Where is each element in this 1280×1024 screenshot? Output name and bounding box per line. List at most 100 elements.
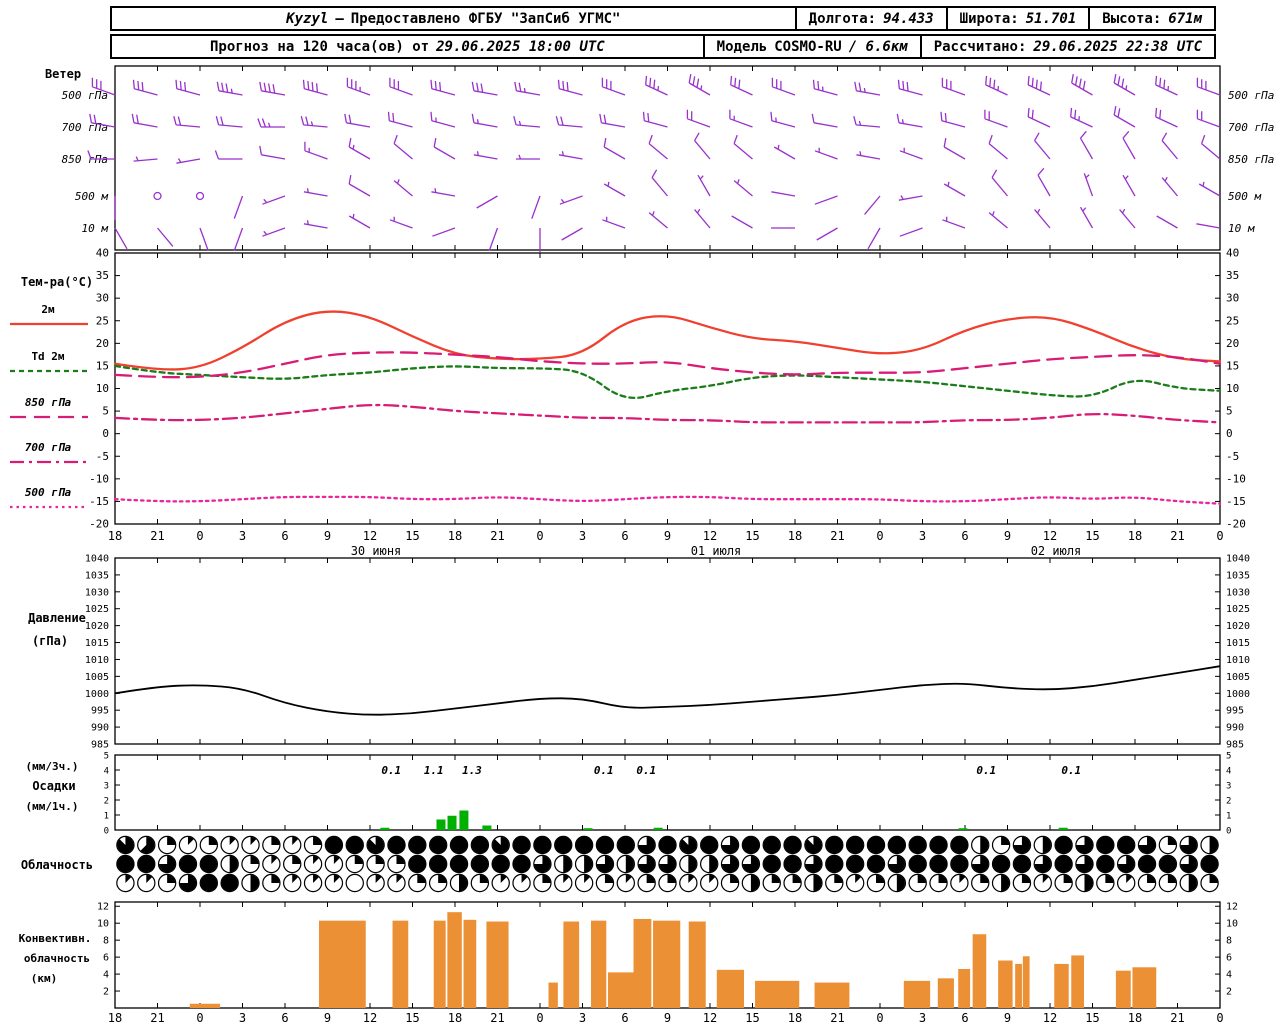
wind-barb: [603, 137, 626, 160]
wind-panel-title: Ветер: [45, 67, 81, 81]
wind-barb: [697, 174, 711, 197]
convective-bar: [998, 960, 1013, 1008]
cloud-cover-symbol: [699, 854, 719, 874]
convective-bar: [319, 920, 366, 1008]
wind-barb: [303, 188, 328, 197]
cloud-cover-symbol: [220, 854, 239, 874]
cloud-cover-symbol: [178, 835, 198, 855]
time-tick-label: 12: [363, 529, 377, 543]
cloud-cover-symbol: [491, 873, 510, 893]
temp-series-5: [113, 495, 1222, 505]
cloud-cover-symbol: [1116, 873, 1136, 893]
temp-legend-label: 850 гПа: [25, 396, 72, 409]
convective-bar: [716, 969, 744, 1008]
cloud-cover-symbol: [762, 854, 781, 874]
wind-barb: [899, 147, 923, 160]
wind-barb: [991, 169, 1008, 197]
wind-barb: [642, 111, 668, 128]
cloud-cover-symbol: [991, 835, 1011, 855]
wind-barb: [694, 132, 711, 160]
precip-panel: 5 5 4 4 3 3 2 2 1 1 0 0 (мм/3ч.) Осадки (мм/1ч.) 0.1 1.1…: [26, 752, 1232, 837]
cloud-cover-symbol: [845, 854, 865, 874]
wind-barb: [233, 195, 244, 219]
cloud-cover-symbol: [199, 873, 219, 893]
pressure-unit-label: (гПа): [32, 634, 68, 648]
y-tick-label-right: 4: [1226, 970, 1232, 981]
cloud-cover-symbol: [1158, 835, 1178, 855]
time-tick-label: 15: [745, 529, 759, 543]
calm-wind-symbol: [153, 191, 162, 201]
cloud-cover-symbol: [491, 854, 510, 874]
wind-barb: [812, 79, 838, 96]
y-tick-label-right: 985: [1226, 740, 1244, 751]
cloud-cover-symbol: [491, 835, 510, 855]
wind-barb: [1122, 174, 1136, 197]
wind-barb: [603, 181, 626, 197]
latitude-value: 51.701: [1025, 10, 1077, 27]
time-tick-label-bottom: 0: [196, 1011, 203, 1024]
time-tick-label: 12: [703, 529, 717, 543]
provider-text: Предоставлено ФГБУ "ЗапСиб УГМС": [350, 10, 621, 27]
cloud-cover-symbol: [866, 835, 886, 855]
wind-barb: [731, 215, 753, 229]
wind-barb: [514, 81, 541, 96]
time-tick-label: 0: [196, 529, 203, 543]
cloud-cover-symbol: [241, 873, 260, 893]
wind-barb: [114, 227, 128, 250]
cloud-cover-symbol: [554, 873, 573, 893]
cloud-cover-symbol: [1200, 835, 1219, 855]
wind-barb: [1113, 73, 1136, 96]
wind-barb: [771, 191, 796, 197]
cloud-cover-symbol: [971, 854, 990, 874]
y-tick-label-right: -10: [1226, 472, 1246, 485]
panel-frame: [114, 252, 1221, 525]
longitude-cell: Долгота: 94.433: [794, 8, 946, 29]
precip-bar: [436, 819, 446, 830]
cloud-cover-symbol: [595, 835, 615, 855]
wind-barb: [1161, 176, 1178, 197]
time-axis: 18 18 21 21 0 0 3 3 6 6 9 9 12 12 15 15 18 18 21 21 0 0 3 3 6 6 9 9…: [108, 529, 1224, 1024]
convective-bar: [433, 920, 446, 1008]
wind-barb: [1161, 132, 1178, 160]
wind-barb: [473, 151, 498, 160]
y-tick-label-left: 1040: [85, 554, 109, 565]
y-tick-label-left: 1: [104, 812, 109, 822]
pressure-label: Давление: [28, 611, 86, 625]
wind-barb: [645, 75, 668, 96]
precip-amount-label: 1.3: [462, 764, 482, 777]
convective-label-2: облачность: [24, 952, 90, 965]
y-tick-label-right: -5: [1226, 450, 1239, 463]
wind-barb: [1155, 75, 1178, 96]
cloud-cover-symbol: [408, 835, 427, 855]
time-tick-label-bottom: 6: [621, 1011, 628, 1024]
cloud-cover-symbol: [241, 835, 260, 855]
cloud-cover-symbol: [741, 835, 761, 855]
cloud-cover-symbol: [1137, 873, 1157, 893]
y-tick-label-left: 3: [104, 782, 109, 792]
cloud-cover-symbol: [1096, 854, 1115, 874]
cloud-cover-symbol: [1096, 873, 1115, 893]
time-tick-label: 21: [830, 529, 844, 543]
time-tick-label: 15: [1085, 529, 1099, 543]
precip-bar: [583, 828, 593, 830]
cloud-cover-symbol: [908, 854, 927, 874]
time-tick-label: 9: [324, 529, 331, 543]
cloud-cover-symbol: [157, 873, 177, 893]
y-tick-label-right: 995: [1226, 706, 1244, 717]
wind-barb: [262, 227, 286, 237]
y-tick-label-left: 12: [97, 902, 109, 913]
forecast-label: Прогноз на 120 часа(ов) от: [209, 38, 430, 55]
wind-barb: [430, 79, 456, 96]
cloud-cover-symbol: [1012, 835, 1032, 855]
precip-amount-label: 0.1: [976, 764, 996, 777]
wind-barb: [1071, 73, 1093, 96]
y-tick-label-right: 2: [1226, 987, 1232, 998]
cloud-cover-symbol: [178, 854, 198, 874]
cloud-cover-symbol: [845, 873, 865, 893]
time-tick-label: 9: [1004, 529, 1011, 543]
subheader-bar: Прогноз на 120 часа(ов) от 29.06.2025 18…: [110, 34, 1216, 59]
cloud-cover-symbol: [1075, 835, 1094, 855]
wind-barb: [1155, 107, 1178, 128]
cloud-cover-symbol: [804, 873, 823, 893]
